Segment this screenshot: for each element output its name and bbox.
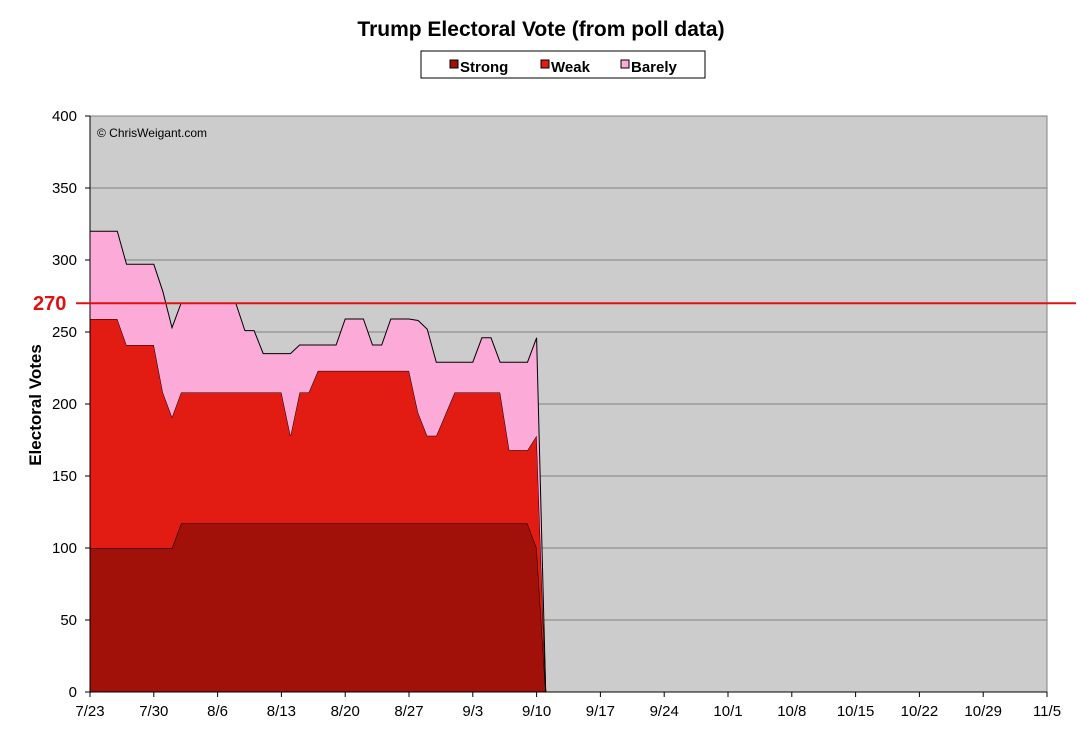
reference-line-270: 270: [33, 293, 1076, 315]
x-tick-label: 10/22: [901, 703, 939, 720]
x-tick-label: 9/3: [462, 703, 483, 720]
x-tick-label: 10/8: [777, 703, 806, 720]
y-tick-label: 300: [52, 252, 77, 269]
legend-swatch-barely: [620, 59, 630, 69]
x-tick-label: 7/30: [139, 703, 168, 720]
area-strong: [90, 523, 546, 692]
x-tick-label: 9/17: [586, 703, 615, 720]
axes: [85, 115, 1048, 697]
x-tick-label: 8/20: [331, 703, 360, 720]
y-tick-label: 150: [52, 468, 77, 485]
y-tick-label: 0: [69, 684, 77, 701]
x-tick-label: 7/23: [75, 703, 104, 720]
legend-label-strong: Strong: [460, 59, 508, 76]
y-tick-label: 400: [52, 108, 77, 125]
y-tick-label: 250: [52, 324, 77, 341]
x-tick-label: 8/27: [394, 703, 423, 720]
x-tick-label: 11/5: [1033, 703, 1061, 720]
x-tick-labels: 7/23 7/30 8/6 8/13 8/20 8/27 9/3 9/10 9/17 9/24 10…: [75, 703, 1061, 720]
x-tick-label: 8/13: [267, 703, 296, 720]
legend-swatch-strong: [449, 59, 459, 69]
x-tick-label: 10/1: [713, 703, 742, 720]
x-tick-label: 9/10: [522, 703, 551, 720]
x-tick-label: 10/29: [964, 703, 1002, 720]
legend-label-barely: Barely: [631, 59, 678, 76]
series-areas: [90, 230, 547, 693]
y-tick-label: 350: [52, 180, 77, 197]
chart-title: Trump Electoral Vote (from poll data): [357, 18, 724, 41]
y-tick-label: 100: [52, 540, 77, 557]
y-axis-label: Electoral Votes: [26, 344, 45, 466]
x-tick-label: 8/6: [207, 703, 228, 720]
legend: Strong Weak Barely: [420, 50, 706, 79]
legend-swatch-weak: [540, 59, 550, 69]
y-tick-label: 50: [60, 612, 77, 629]
reference-label: 270: [33, 293, 66, 315]
copyright-credit: © ChrisWeigant.com: [97, 126, 207, 140]
legend-box: [420, 50, 706, 79]
x-tick-label: 10/15: [837, 703, 875, 720]
area-weak: [90, 319, 546, 692]
y-tick-labels: 0 50 100 150 200 250 300 350 400: [52, 108, 77, 701]
y-tick-label: 200: [52, 396, 77, 413]
legend-label-weak: Weak: [551, 59, 591, 76]
x-tick-label: 9/24: [650, 703, 679, 720]
